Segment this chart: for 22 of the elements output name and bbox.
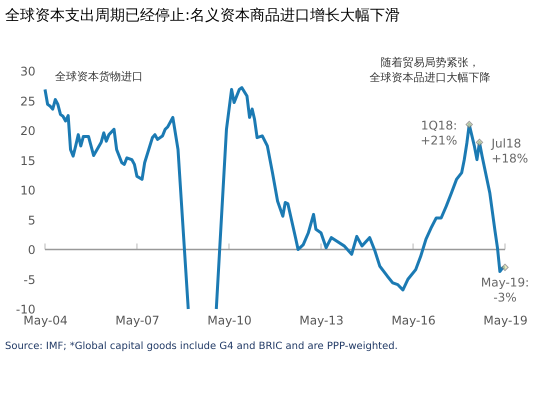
annotation: 1Q18: +21%	[420, 118, 458, 148]
y-tick-label: 30	[20, 64, 36, 78]
annotation: 随着贸易局势紧张，全球资本品进口大幅下降	[370, 56, 490, 84]
y-tick-label: 25	[20, 94, 36, 108]
x-tick-label: May-04	[23, 314, 68, 328]
x-tick-label: May-19	[483, 314, 528, 328]
y-tick-label: 10	[20, 184, 36, 198]
y-axis-title: 全球资本货物进口	[55, 70, 143, 83]
x-tick-label: May-13	[299, 314, 344, 328]
x-tick-label: May-07	[115, 314, 160, 328]
annotation: May-19: -3%	[480, 275, 530, 304]
annotation: Jul18 +18%	[490, 136, 528, 166]
y-tick-label: -5	[24, 272, 36, 287]
y-tick-label: 15	[20, 154, 36, 168]
source-note: Source: IMF; *Global capital goods include G4 and BRIC and are PPP-weighted.	[5, 341, 398, 352]
y-tick-label: 0	[28, 243, 36, 257]
y-tick-label: -10	[16, 302, 36, 316]
x-tick-label: May-10	[207, 314, 252, 328]
x-tick-label: May-16	[391, 314, 436, 328]
y-tick-label: 5	[28, 213, 36, 228]
y-tick-label: 20	[20, 124, 36, 138]
chart-title: 全球资本支出周期已经停止:名义资本商品进口增长大幅下滑	[5, 6, 400, 24]
